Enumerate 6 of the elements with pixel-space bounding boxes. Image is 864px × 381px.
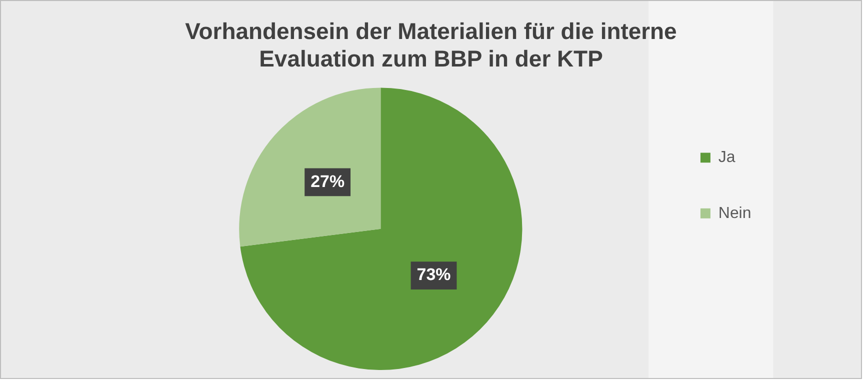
legend-label: Nein — [718, 204, 752, 222]
data-label: 27% — [310, 172, 345, 191]
text: Evaluation zum BBP in der KTP — [259, 45, 603, 72]
legend-label: Ja — [718, 149, 736, 166]
data-label: 73% — [416, 265, 451, 284]
text: Vorhandensein der Materialien für die interne — [185, 18, 677, 44]
